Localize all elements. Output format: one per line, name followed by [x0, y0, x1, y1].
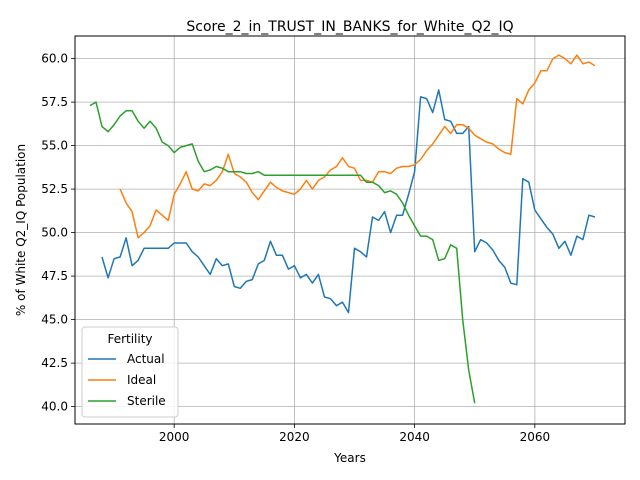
x-tick-label: 2020 [279, 430, 310, 444]
y-tick-label: 57.5 [41, 95, 68, 109]
y-tick-label: 50.0 [41, 226, 68, 240]
y-tick-label: 52.5 [41, 182, 68, 196]
legend: Fertility Actual Ideal Sterile [81, 326, 179, 418]
series-line-actual [101, 89, 596, 314]
series-line-ideal [119, 54, 596, 239]
y-tick-label: 60.0 [41, 52, 68, 66]
legend-label-ideal: Ideal [127, 373, 156, 387]
x-axis-label: Years [333, 451, 366, 465]
x-tick-label: 2000 [159, 430, 190, 444]
y-tick-label: 45.0 [41, 313, 68, 327]
y-tick-label: 47.5 [41, 269, 68, 283]
grid [75, 36, 625, 424]
y-axis-label: % of White Q2_IQ Population [14, 144, 28, 316]
series-line-sterile [89, 101, 476, 404]
y-tick-label: 55.0 [41, 139, 68, 153]
y-tick-label: 42.5 [41, 356, 68, 370]
legend-label-actual: Actual [127, 352, 165, 366]
plot-frame [74, 35, 626, 425]
x-tick-label: 2060 [520, 430, 551, 444]
chart-title: Score_2_in_TRUST_IN_BANKS_for_White_Q2_I… [186, 19, 513, 35]
y-tick-label: 40.0 [41, 400, 68, 414]
legend-label-sterile: Sterile [127, 394, 166, 408]
series-lines [89, 54, 596, 404]
x-tick-label: 2040 [399, 430, 430, 444]
legend-box [81, 326, 179, 418]
legend-title: Fertility [107, 332, 152, 346]
axis-ticks: 2000 2020 2040 2060 40.0 42.5 45.0 47.5 50.0 52.5… [41, 52, 550, 444]
legend-entries: Actual Ideal Sterile [88, 352, 166, 408]
